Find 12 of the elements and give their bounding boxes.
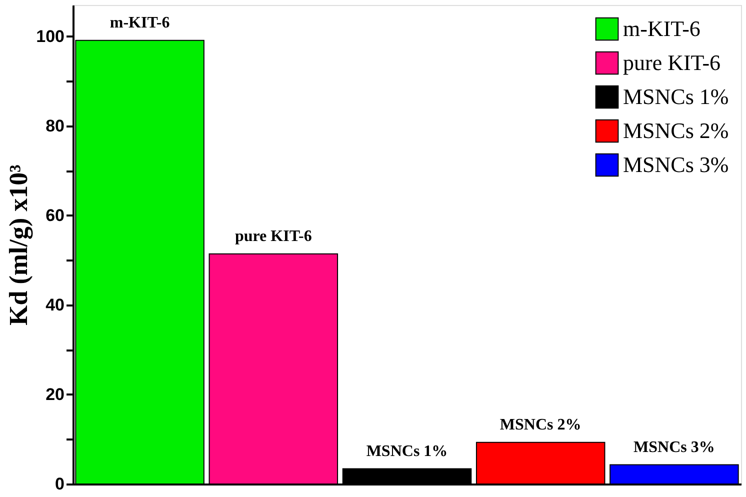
y-tick-label: 100 (36, 26, 64, 46)
y-tick-label: 80 (46, 116, 64, 136)
y-axis-title: Kd (ml/g) x10³ (4, 164, 34, 326)
legend-label: MSNCs 3% (623, 152, 729, 177)
y-tick-label: 40 (46, 295, 64, 314)
y-tick-label: 0 (55, 474, 64, 494)
y-tick-label: 20 (46, 384, 64, 404)
y-tick-label: 60 (46, 206, 64, 225)
legend-label: MSNCs 2% (623, 118, 729, 143)
legend-label: pure KIT-6 (623, 50, 721, 75)
legend-label: m-KIT-6 (623, 16, 700, 41)
legend-label: MSNCs 1% (623, 84, 729, 109)
